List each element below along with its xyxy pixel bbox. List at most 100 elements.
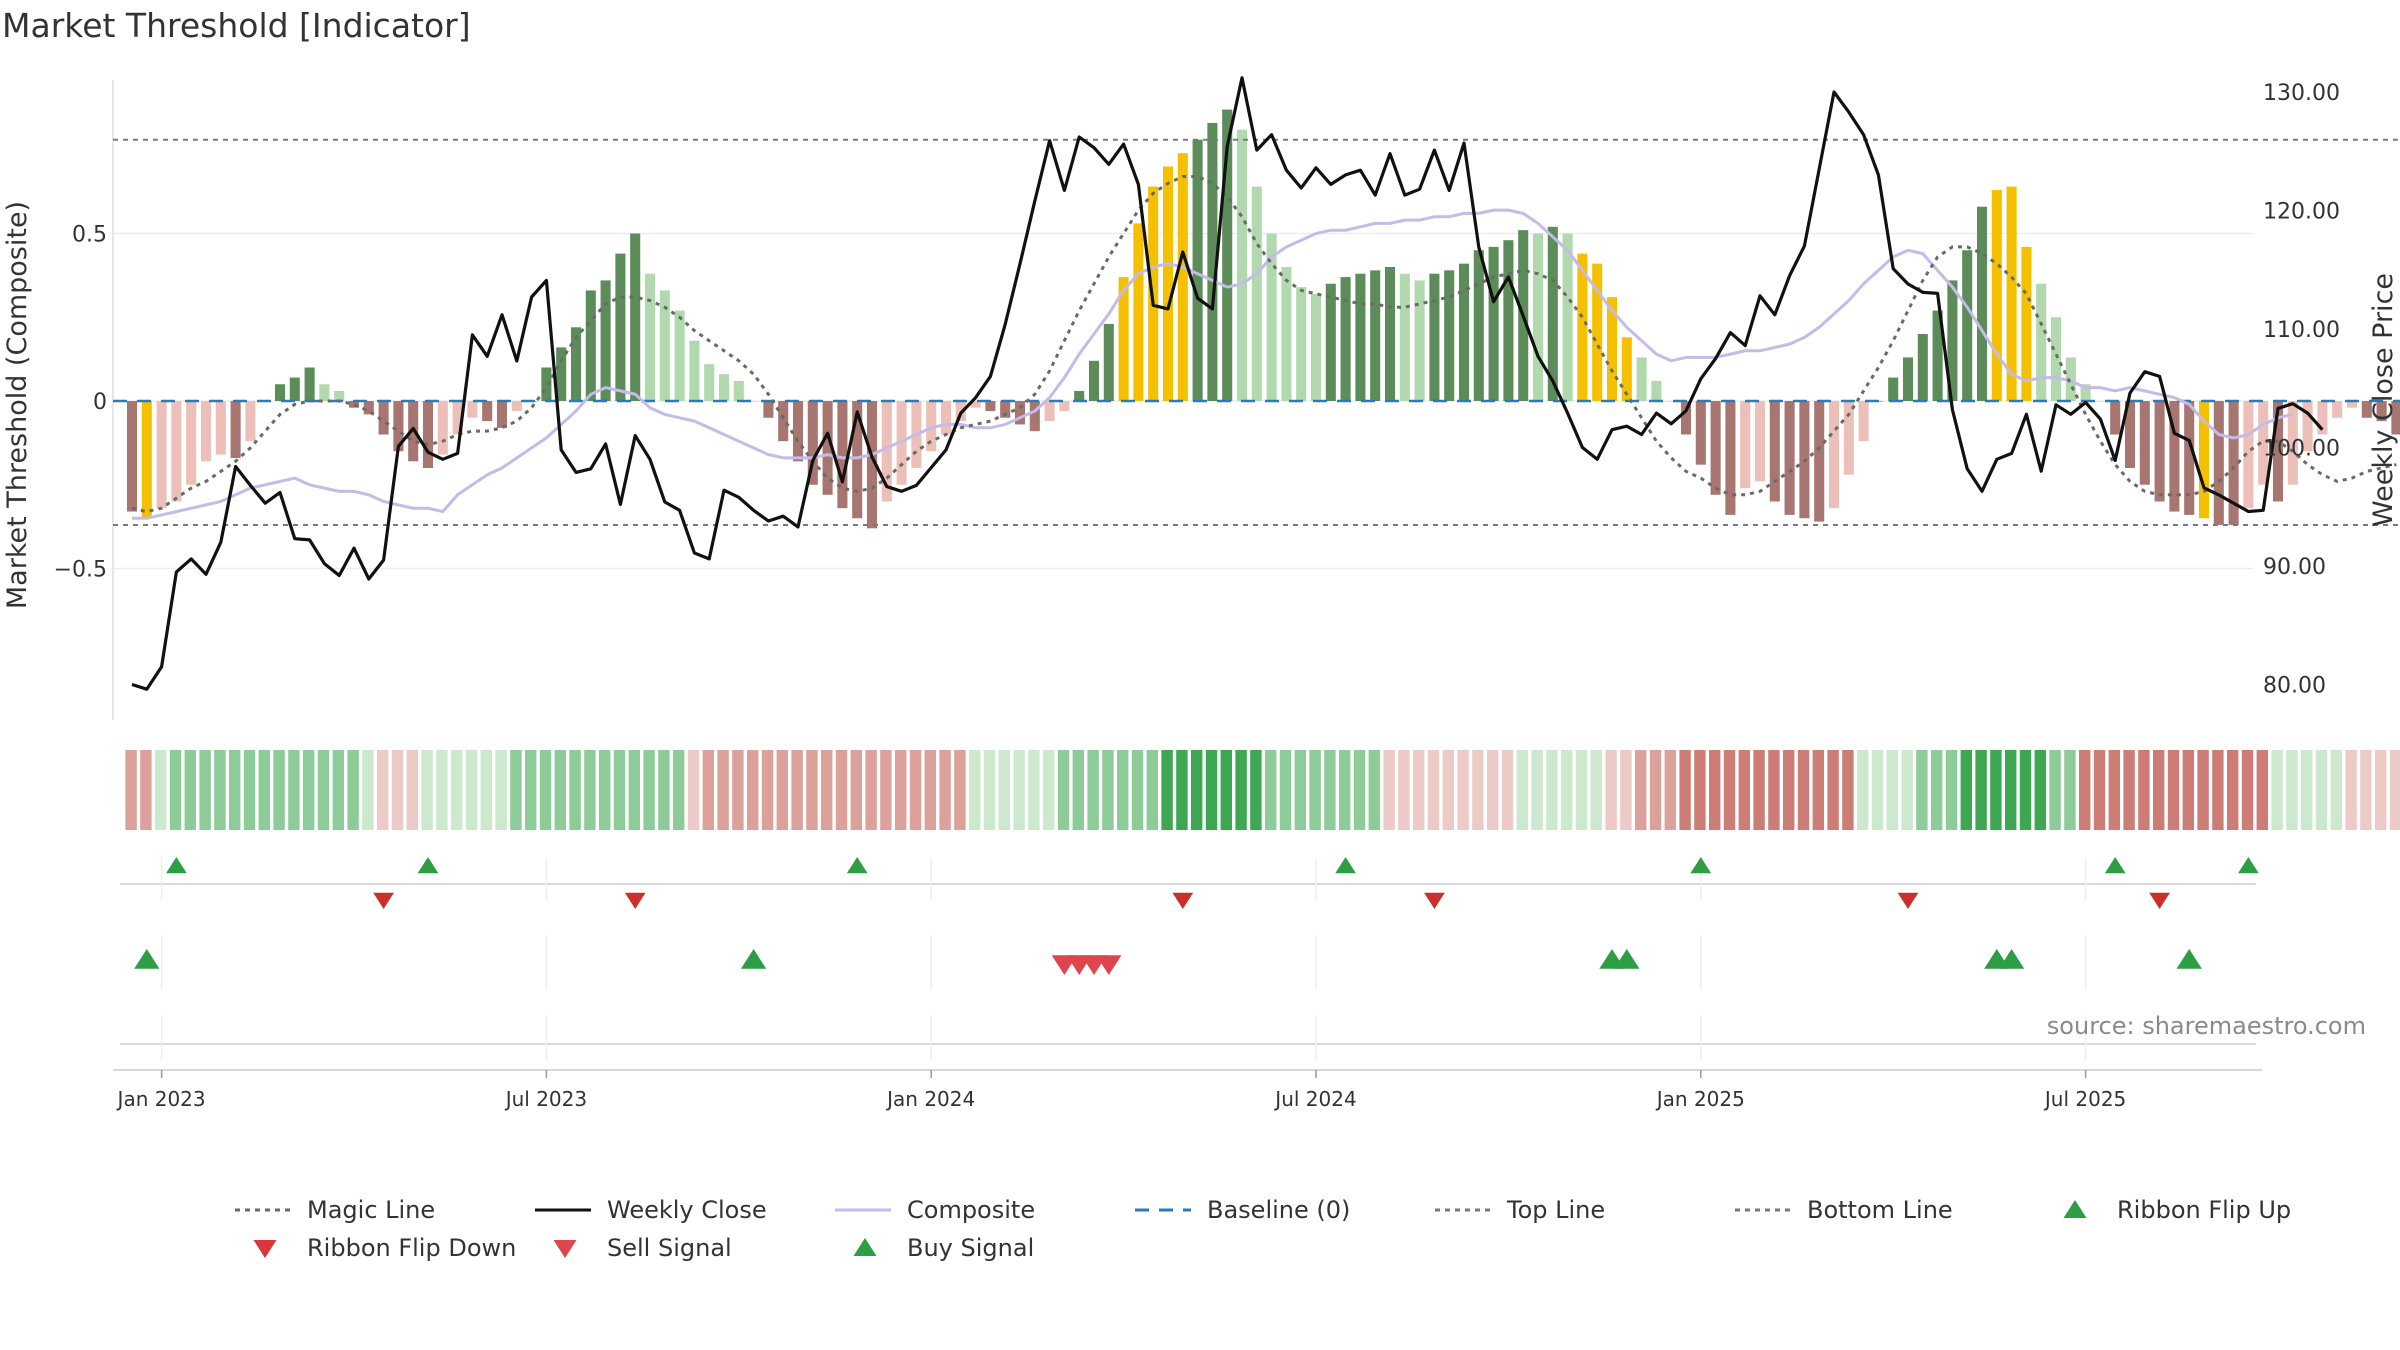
histogram-bar [689,340,700,401]
ribbon-cell [2315,750,2328,830]
legend-label: Baseline (0) [1207,1196,1350,1224]
histogram-bar [2332,401,2343,418]
histogram-bar [2391,401,2400,435]
ribbon-cell [1501,750,1514,830]
ribbon-cell [2212,750,2224,830]
histogram-bar [1177,153,1188,401]
ribbon-cell [1057,750,1070,830]
ribbon-cell [1220,750,1232,830]
ribbon-flip-up-marker [2104,857,2126,874]
histogram-bar [467,401,478,418]
ribbon-cell [1161,750,1173,830]
histogram-bar [1843,401,1854,475]
ribbon-cell [2227,750,2239,830]
ribbon-cell [1901,750,1913,830]
ribbon-cell [1043,750,1055,830]
ribbon-cell [1309,750,1321,830]
ribbon-cell [1117,750,1129,830]
histogram-bar [2317,401,2328,435]
ribbon-cell [776,750,788,830]
ribbon-cell [850,750,862,830]
histogram-bar [1947,280,1958,401]
ribbon-cell [1368,750,1380,830]
y2-tick-label: 110.00 [2263,318,2340,343]
ribbon-cell [806,750,818,830]
histogram-bar [496,401,508,428]
ribbon-cell [421,750,433,830]
histogram-bar [1133,223,1144,401]
ribbon-cell [1753,750,1765,830]
histogram-bar [822,401,833,495]
histogram-bar [1340,277,1351,401]
x-tick-label: Jul 2024 [1273,1087,1356,1111]
histogram-bar [1162,166,1174,401]
histogram-bar [1917,334,1928,401]
source-text: source: sharemaestro.com [2047,1012,2366,1040]
ribbon-cell [465,750,478,830]
legend-swatch [253,1240,277,1258]
ribbon-cell [332,750,344,830]
histogram-bar [245,401,256,442]
histogram-bar [1281,267,1292,401]
ribbon-cell [865,750,877,830]
histogram-bar [733,380,744,401]
histogram-bar [1000,401,1011,418]
histogram-bar [1769,401,1780,502]
histogram-bar [2065,357,2076,401]
ribbon-cell [924,750,936,830]
ribbon-cell [673,750,685,830]
legend: Magic Line Weekly Close Composite Baseline … [235,1196,2291,1262]
histogram-bar [1207,122,1218,401]
x-tick-label: Jan 2025 [1655,1087,1745,1111]
histogram-bar [1606,297,1618,401]
ribbon-cell [1783,750,1795,830]
ribbon-cell [1235,750,1247,830]
ribbon-cell [2360,750,2372,830]
histogram-bar [1962,250,1973,401]
ribbon-cell [2079,750,2091,830]
ribbon-flip-down-marker [1424,892,1445,909]
ribbon-cell [1146,750,1158,830]
histogram-bar [1828,401,1840,509]
signal-gridlines [120,858,2256,1060]
ribbon-cell [1590,750,1602,830]
histogram-bar [452,401,463,435]
histogram-bar [1059,401,1070,412]
histogram-bar [2213,401,2224,525]
histogram-bar [837,401,848,509]
left-y-ticks: 0.5 0 −0.5 [54,223,107,583]
histogram-bar [866,401,878,529]
histogram-bar [570,327,582,401]
histogram-bar [1710,401,1721,495]
ribbon-cell [2093,750,2106,830]
histogram-bar [1251,186,1262,401]
histogram-bar [1976,206,1988,401]
ribbon-flip-down-marker [1897,892,1919,909]
legend-label: Magic Line [307,1196,435,1224]
ribbon-cell [1324,750,1336,830]
histogram-bar [1014,401,1026,425]
y2-tick-label: 90.00 [2263,555,2326,580]
ribbon-cell [140,750,152,830]
histogram-bar [1932,310,1943,401]
ribbon-cell [2138,750,2150,830]
ribbon-cell [2389,750,2400,830]
ribbon-cell [1945,750,1958,830]
histogram-bar [674,310,685,401]
histogram-bar [1355,273,1366,401]
histogram-bar [1296,287,1307,401]
ribbon-cell [2301,750,2313,830]
histogram-bar [600,280,611,401]
histogram-bar [1695,401,1706,465]
ribbon-cell [1353,750,1366,830]
ribbon-cell [1131,750,1144,830]
y-tick-label: −0.5 [54,558,107,583]
legend-swatch [853,1238,877,1256]
histogram-bar [748,401,759,402]
ribbon-flip-down-marker [624,892,646,909]
ribbon-cell [2330,750,2342,830]
ribbon-cell [1516,750,1528,830]
histogram-bar [126,401,138,512]
chart-title: Market Threshold [Indicator] [2,6,471,45]
